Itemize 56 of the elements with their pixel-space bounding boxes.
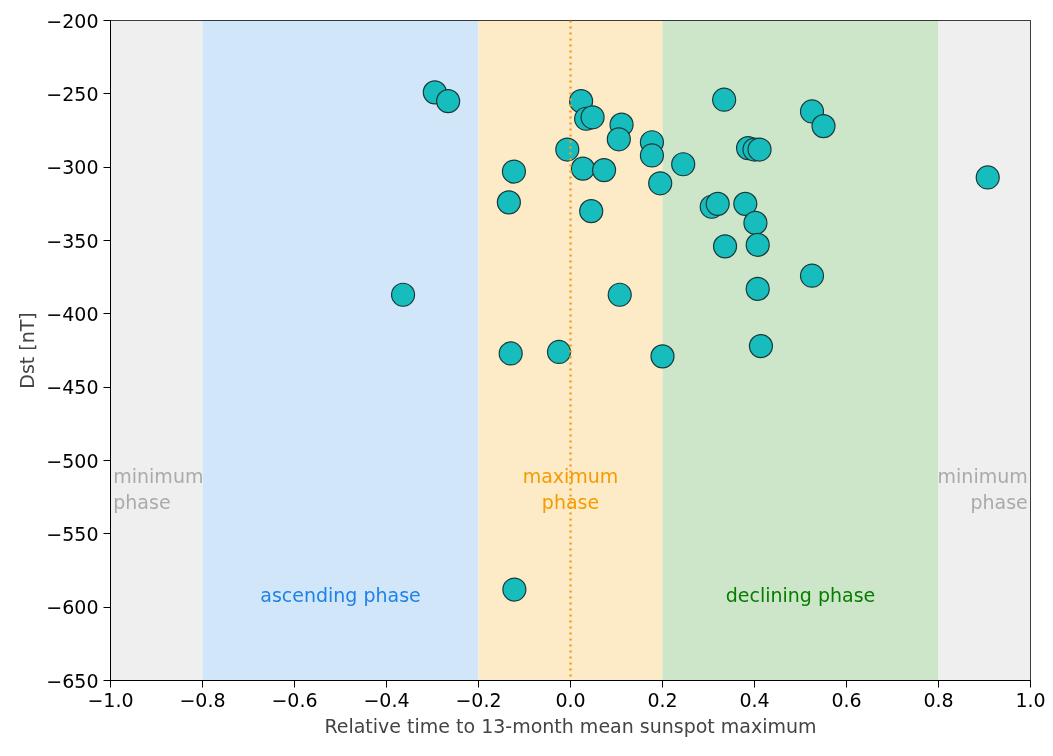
point — [743, 210, 768, 235]
y-tick-label: −550 — [46, 522, 99, 545]
point — [501, 159, 527, 184]
x-tick-label: −0.2 — [455, 688, 502, 711]
point — [712, 87, 737, 112]
point — [570, 156, 596, 181]
x-tick-label: −0.6 — [271, 688, 318, 711]
point — [733, 191, 758, 216]
band-label: ascending phase — [260, 583, 421, 606]
x-tick-label: 1.0 — [1015, 688, 1046, 711]
y-tick-label: −600 — [46, 596, 99, 619]
x-tick-label: 0.6 — [831, 688, 862, 711]
point — [745, 276, 770, 301]
band-label: declining phase — [725, 583, 876, 606]
x-tick-label: 0.4 — [739, 688, 770, 711]
point — [650, 344, 675, 369]
point — [639, 143, 665, 168]
y-tick-label: −400 — [46, 302, 99, 325]
y-tick-label: −450 — [46, 376, 99, 399]
point — [496, 190, 521, 215]
point — [745, 232, 770, 257]
point — [579, 199, 604, 224]
x-tick-label: −0.8 — [179, 688, 226, 711]
y-tick-label: −300 — [46, 156, 99, 179]
y-tick-label: −350 — [46, 229, 99, 252]
point — [975, 165, 1000, 190]
point — [607, 282, 632, 307]
point — [606, 127, 631, 152]
point — [748, 334, 774, 359]
point — [799, 263, 825, 288]
point — [502, 577, 527, 602]
point — [498, 341, 523, 366]
point — [705, 191, 730, 216]
band-label: minimum phase — [937, 464, 1028, 514]
y-tick-label: −200 — [46, 9, 99, 32]
x-tick-label: −0.4 — [363, 688, 410, 711]
point — [580, 105, 605, 130]
x-axis-title: Relative time to 13-month mean sunspot maximum — [324, 714, 817, 737]
x-tick-label: 0.0 — [555, 688, 586, 711]
point — [555, 137, 580, 162]
x-tick-label: 0.2 — [647, 688, 678, 711]
y-tick-label: −500 — [46, 449, 99, 472]
point — [546, 339, 572, 365]
y-tick-label: −250 — [46, 82, 99, 105]
point — [712, 234, 738, 259]
band-label: minimum phase — [113, 464, 204, 514]
point — [811, 114, 836, 139]
point — [671, 152, 696, 177]
x-tick-label: 0.8 — [923, 688, 954, 711]
point — [648, 171, 673, 196]
point — [436, 89, 461, 114]
point — [747, 137, 772, 162]
point — [390, 282, 416, 307]
y-axis-title: Dst [nT] — [16, 312, 39, 389]
point — [591, 158, 617, 183]
band-label: maximum phase — [522, 464, 619, 514]
